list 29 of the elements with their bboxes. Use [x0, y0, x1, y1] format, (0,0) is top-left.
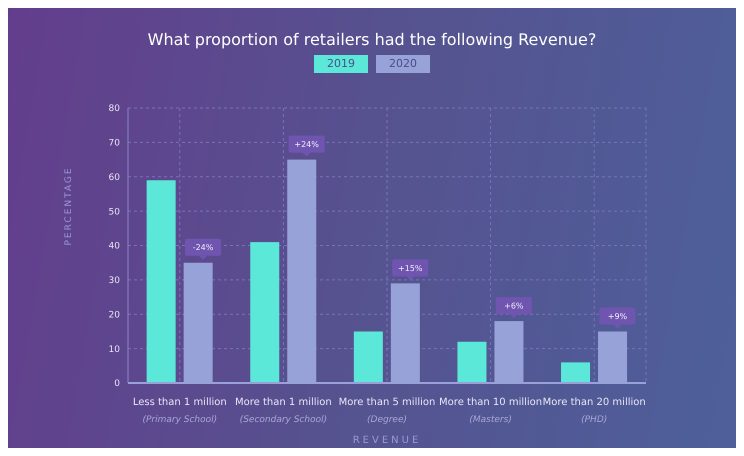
- x-tick-label: More than 1 million (Secondary School): [235, 397, 332, 425]
- bar: [146, 180, 176, 383]
- annotation: +9%: [608, 312, 628, 321]
- annotation: -24%: [192, 243, 214, 252]
- y-tick-label: 70: [108, 138, 120, 149]
- y-tick-label: 80: [108, 104, 120, 114]
- annotation: +15%: [398, 264, 423, 273]
- y-tick-label: 40: [108, 242, 120, 252]
- x-tick-label: More than 20 million (PHD): [542, 397, 646, 425]
- y-tick-label: 10: [108, 344, 120, 355]
- x-tick-label: More than 5 million (Degree): [338, 397, 436, 425]
- text: 2019: [314, 55, 368, 73]
- y-tick-label: 60: [108, 172, 120, 183]
- bar: [561, 362, 590, 383]
- x-axis-title: REVENUE: [352, 435, 422, 446]
- bar: [354, 331, 383, 383]
- y-tick-label: 50: [108, 207, 120, 218]
- y-tick-label: 20: [108, 310, 120, 320]
- annotation: +6%: [504, 302, 524, 311]
- y-tick-label: 0: [114, 379, 120, 390]
- y-axis-title: PERCENTAGE: [64, 166, 74, 246]
- annotation: +24%: [294, 140, 320, 150]
- x-tick-label: More than 10 million (Masters): [439, 397, 542, 425]
- bar: [457, 342, 486, 383]
- text: 2020: [376, 55, 430, 73]
- bar: [250, 242, 280, 383]
- x-tick-label: Less than 1 million (Primary School): [132, 397, 227, 425]
- chart-title: What proportion of retailers had the following Revenue?: [146, 30, 598, 49]
- y-tick-label: 30: [108, 276, 120, 286]
